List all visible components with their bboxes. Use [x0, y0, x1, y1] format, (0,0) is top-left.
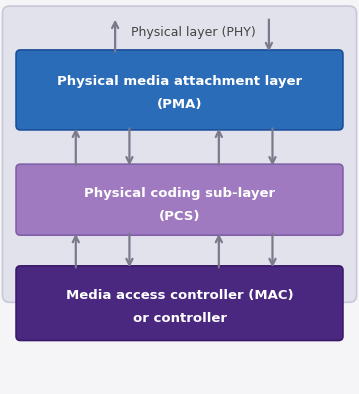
Text: Physical layer (PHY): Physical layer (PHY) — [131, 26, 256, 39]
Text: Media access controller (MAC): Media access controller (MAC) — [66, 289, 293, 302]
FancyBboxPatch shape — [3, 6, 356, 302]
Text: (PMA): (PMA) — [157, 98, 202, 111]
FancyBboxPatch shape — [16, 50, 343, 130]
Text: Physical coding sub-layer: Physical coding sub-layer — [84, 187, 275, 200]
FancyBboxPatch shape — [16, 164, 343, 235]
Text: or controller: or controller — [132, 312, 227, 325]
Text: Physical media attachment layer: Physical media attachment layer — [57, 74, 302, 87]
Text: (PCS): (PCS) — [159, 210, 200, 223]
FancyBboxPatch shape — [16, 266, 343, 340]
